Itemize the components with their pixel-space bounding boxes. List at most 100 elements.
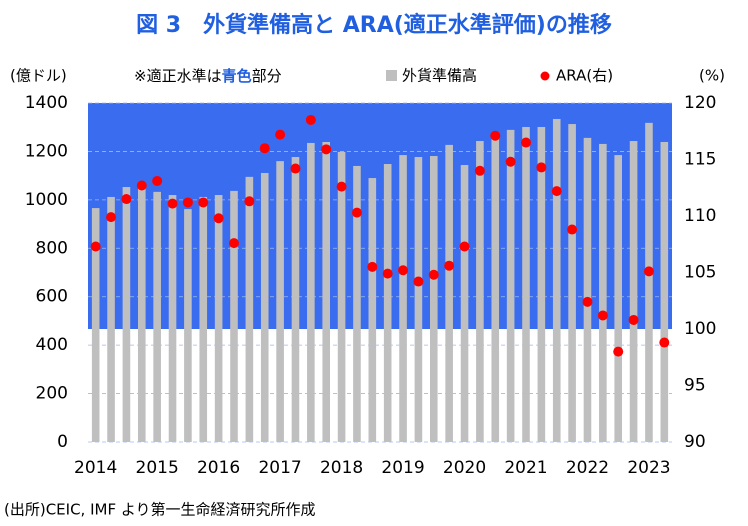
bar (399, 155, 407, 442)
ara-dot (213, 213, 224, 224)
bar (414, 156, 423, 442)
ara-dot (444, 260, 455, 271)
ara-dot (413, 276, 424, 287)
ara-dot (90, 241, 101, 252)
bar (122, 187, 131, 442)
bar (184, 209, 192, 442)
bar (307, 142, 315, 443)
legend-swatch (386, 70, 397, 81)
bar (107, 196, 115, 442)
x-tick-label: 2018 (320, 458, 363, 478)
y-axis-label: (億ドル) (10, 67, 67, 85)
y-tick-label: 200 (36, 384, 68, 404)
bar (245, 176, 254, 442)
x-tick-label: 2017 (258, 458, 301, 478)
bar (629, 141, 638, 443)
y2-tick-label: 95 (684, 376, 706, 396)
ara-dot (351, 207, 362, 218)
bar (276, 161, 284, 442)
bar (168, 195, 177, 442)
ara-dot (659, 337, 670, 348)
y-tick-label: 800 (36, 238, 68, 258)
ara-dot (613, 346, 624, 357)
ara-dot (290, 163, 301, 174)
x-tick-label: 2021 (504, 458, 547, 478)
ara-dot (121, 194, 132, 205)
ara-dot (459, 241, 470, 252)
y-tick-label: 1200 (25, 141, 68, 161)
bar (353, 165, 361, 442)
bar (599, 143, 607, 442)
ara-dot (229, 238, 239, 249)
ara-dot (367, 261, 378, 272)
bar (491, 134, 500, 442)
bar (260, 172, 269, 442)
y2-tick-label: 100 (684, 319, 716, 339)
x-tick-label: 2022 (566, 458, 609, 478)
bar (91, 208, 100, 442)
x-tick-label: 2020 (443, 458, 486, 478)
bar (368, 178, 377, 443)
bar (214, 195, 223, 442)
bar (506, 129, 515, 442)
annotation-part: 部分 (252, 67, 282, 85)
x-tick-label: 2014 (74, 458, 117, 478)
ara-dot (505, 156, 516, 167)
bar (322, 141, 331, 443)
ara-dot (305, 114, 316, 125)
bar (199, 196, 208, 442)
annotation-highlight: 青色 (222, 67, 252, 85)
source-note: (出所)CEIC, IMF より第一生命経済研究所作成 (4, 501, 316, 519)
bar (291, 156, 300, 442)
ara-dot (521, 137, 531, 148)
ara-dot (182, 197, 193, 208)
ara-dot (474, 165, 485, 176)
x-tick-label: 2019 (381, 458, 424, 478)
legend-swatch (540, 71, 550, 81)
ara-dot (551, 186, 562, 197)
bar (429, 156, 438, 442)
bar (614, 155, 623, 442)
ara-dot (398, 265, 409, 276)
bar (230, 190, 238, 442)
x-tick-label: 2016 (197, 458, 240, 478)
y-tick-label: 400 (36, 335, 68, 355)
bar (445, 144, 453, 442)
ara-dot (275, 129, 286, 140)
y2-tick-label: 90 (684, 432, 706, 452)
annotation-part: ※適正水準は (134, 67, 222, 85)
bar (583, 137, 592, 442)
ara-dot (198, 197, 209, 208)
y-tick-label: 1400 (25, 93, 68, 113)
ara-dot (321, 144, 332, 155)
y2-tick-label: 105 (684, 263, 716, 283)
ara-dot (382, 268, 393, 279)
ara-dot (597, 310, 608, 321)
ara-dot (643, 266, 654, 277)
y2-tick-label: 120 (684, 93, 716, 113)
y2-tick-label: 110 (684, 206, 716, 226)
bar (137, 182, 146, 442)
ara-dot (167, 198, 178, 209)
bar (568, 124, 576, 442)
bar (552, 118, 561, 442)
ara-dot (136, 180, 147, 191)
x-tick-label: 2023 (627, 458, 670, 478)
y2-tick-label: 115 (684, 150, 716, 170)
y-tick-label: 600 (36, 287, 68, 307)
ara-dot (628, 314, 639, 325)
legend-label: 外貨準備高 (402, 67, 477, 85)
bar (460, 164, 469, 442)
y-tick-label: 1000 (25, 190, 68, 210)
legend-label: ARA(右) (556, 67, 613, 85)
ara-dot (582, 296, 593, 307)
ara-dot (106, 212, 117, 223)
ara-dot (490, 130, 501, 141)
bar (153, 191, 161, 442)
chart-title: 図 3 外貨準備高と ARA(適正水準評価)の推移 (136, 12, 612, 38)
ara-dot (152, 175, 163, 186)
bar (645, 122, 653, 442)
bar (660, 141, 669, 443)
